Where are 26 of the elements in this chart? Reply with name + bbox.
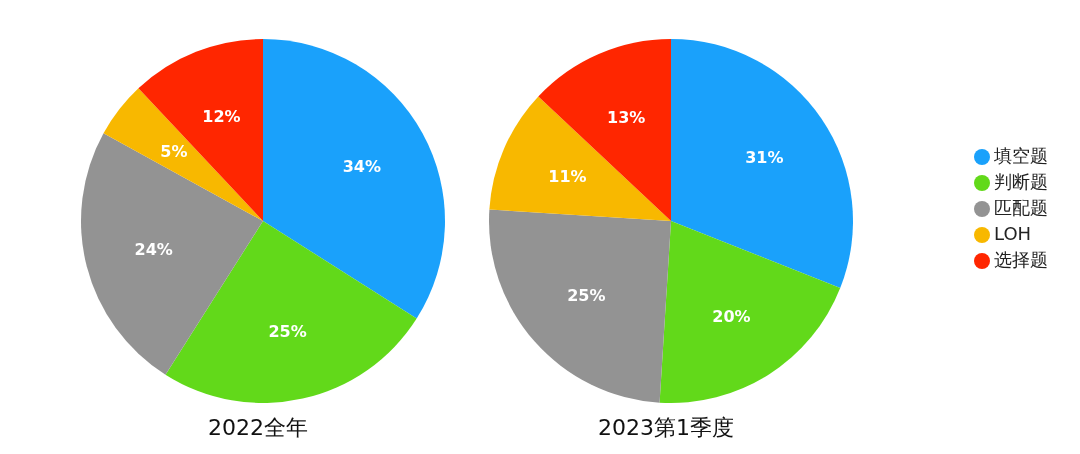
pie-slice: [489, 96, 671, 221]
pie-slice: [659, 221, 841, 403]
pie-slice: [81, 133, 263, 375]
pie-slice: [103, 88, 263, 221]
data-label: 12%: [202, 106, 241, 126]
pie-slice: [263, 39, 445, 319]
data-label: 34%: [342, 157, 382, 177]
data-label: 5%: [160, 142, 188, 162]
pie-slice: [671, 39, 853, 288]
data-label: 31%: [745, 148, 784, 168]
legend-label: 选择题: [994, 249, 1048, 270]
legend-label: 匹配题: [994, 197, 1048, 218]
pie-slice: [138, 39, 263, 221]
legend-label: LOH: [994, 223, 1032, 244]
text: 2022全年: [207, 414, 309, 442]
legend-label: 填空题: [994, 145, 1048, 166]
legend-label: 判断题: [994, 171, 1048, 192]
data-label: 13%: [607, 107, 646, 127]
pie-slice: [538, 39, 671, 221]
data-label: 25%: [567, 286, 606, 306]
data-label: 25%: [268, 321, 307, 341]
data-label: 11%: [548, 166, 587, 186]
data-label: 24%: [134, 239, 173, 259]
data-label: 20%: [712, 306, 751, 326]
text: 2023第1季度: [597, 414, 735, 442]
pie-slice: [489, 209, 671, 403]
